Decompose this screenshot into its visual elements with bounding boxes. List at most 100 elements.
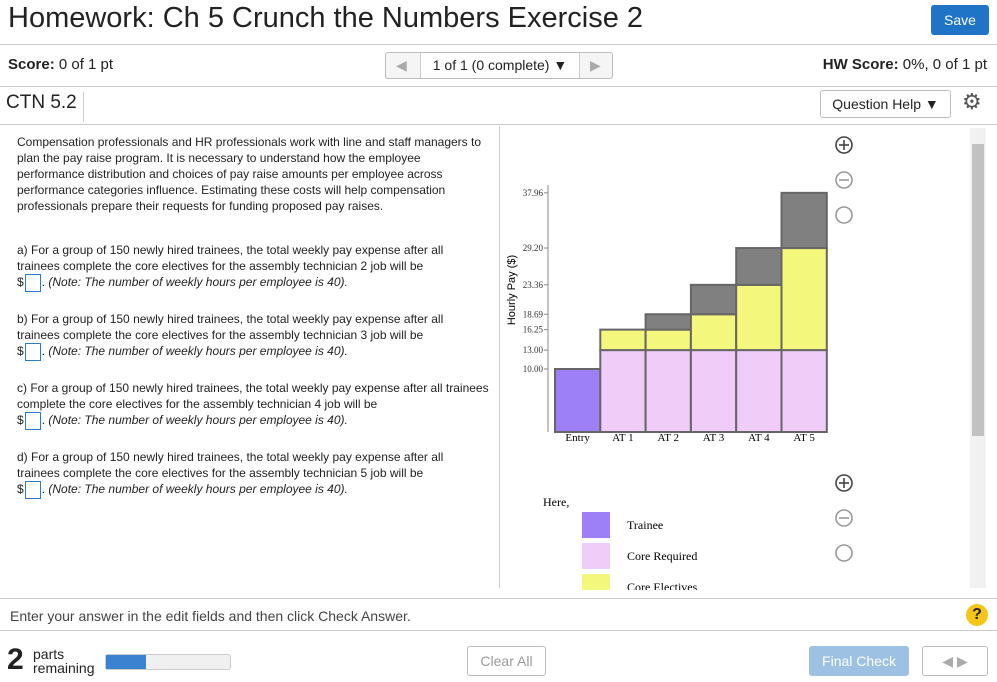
scrollbar[interactable]: [970, 128, 986, 588]
chart: 10.00 13.00 16.25 18.69 23.36 29.20 37.96 Hourl…: [506, 136, 853, 590]
answer-row: $. (Note: The number of weekly hours per…: [17, 481, 489, 499]
bar-segment: [735, 349, 783, 434]
y-tick-label: 10.00: [523, 364, 544, 374]
nav-arrows[interactable]: ◀ ▶: [922, 646, 988, 676]
x-tick-label: Entry: [565, 432, 590, 444]
answer-box[interactable]: [24, 343, 41, 361]
score: Score: 0 of 1 pt: [8, 56, 113, 73]
currency: $: [17, 275, 24, 290]
question-help[interactable]: Question Help ▼: [820, 90, 951, 118]
help-text: Question Help: [832, 96, 921, 112]
y-tick-label: 16.25: [523, 325, 544, 335]
bar-segment: [644, 313, 692, 331]
question-text: b) For a group of 150 newly hired traine…: [17, 312, 444, 342]
bar-segment: [644, 349, 692, 434]
bar-segment: [689, 349, 738, 434]
bar-segment: [735, 247, 783, 286]
legend-swatch: [582, 543, 610, 569]
note: (Note: The number of weekly hours per em…: [48, 344, 348, 359]
bar-segment: [644, 328, 692, 352]
y-tick-label: 23.36: [523, 280, 544, 290]
pager-select[interactable]: 1 of 1 (0 complete) ▼: [420, 53, 580, 78]
question: c) For a group of 150 newly hired traine…: [17, 380, 489, 430]
x-tick-label: AT 5: [793, 432, 815, 444]
answer-box[interactable]: [24, 481, 41, 499]
answer-box[interactable]: [24, 274, 41, 292]
question-id: CTN 5.2: [6, 92, 84, 122]
answer-box[interactable]: [24, 412, 41, 430]
answer-row: $. (Note: The number of weekly hours per…: [17, 343, 489, 361]
bar-segment: [554, 368, 602, 433]
pager-text: 1 of 1 (0 complete): [432, 57, 550, 73]
y-axis-label: Hourly Pay ($): [506, 255, 518, 325]
question-text: d) For a group of 150 newly hired traine…: [17, 450, 444, 480]
hw-value: 0%, 0 of 1 pt: [902, 56, 987, 73]
legend-swatch: [582, 574, 610, 590]
legend-label: Core Electives: [627, 580, 698, 590]
hw-score: HW Score: 0%, 0 of 1 pt: [823, 56, 987, 73]
score-value: 0 of 1 pt: [58, 56, 114, 73]
x-tick-label: AT 1: [612, 432, 634, 444]
note: (Note: The number of weekly hours per em…: [48, 413, 348, 428]
x-tick-label: AT 4: [748, 432, 770, 444]
y-tick-label: 37.96: [523, 188, 544, 198]
note: (Note: The number of weekly hours per em…: [48, 275, 348, 290]
answer-row: $. (Note: The number of weekly hours per…: [17, 274, 489, 292]
question-text: a) For a group of 150 newly hired traine…: [17, 243, 444, 273]
final-check[interactable]: Final Check: [809, 646, 909, 676]
divider: [0, 44, 997, 45]
intro: Compensation professionals and HR profes…: [17, 135, 482, 213]
legend-label: Core Required: [627, 549, 697, 563]
question-text: c) For a group of 150 newly hired traine…: [17, 381, 489, 411]
x-tick-label: AT 2: [658, 432, 680, 444]
divider: [0, 630, 997, 631]
after-box: .: [41, 344, 46, 359]
question: b) For a group of 150 newly hired traine…: [17, 311, 489, 361]
divider: [0, 598, 997, 599]
after-box: .: [41, 275, 46, 290]
y-tick-label: 29.20: [523, 243, 544, 253]
bar-segment: [780, 191, 828, 250]
x-tick-label: AT 3: [703, 432, 725, 444]
bar-segment: [599, 349, 647, 434]
title: Homework: Ch 5 Crunch the Numbers Exerci…: [8, 2, 644, 34]
clear-all[interactable]: Clear All: [467, 646, 546, 676]
save-button[interactable]: Save: [931, 5, 989, 35]
divider: [0, 124, 997, 125]
currency: $: [17, 344, 24, 359]
divider: [0, 86, 997, 87]
questions: a) For a group of 150 newly hired traine…: [17, 242, 489, 518]
legend-title: Here,: [543, 495, 569, 509]
legend-swatch: [582, 512, 610, 538]
next[interactable]: ▶: [590, 57, 601, 73]
help-icon[interactable]: ?: [966, 604, 988, 626]
currency: $: [17, 482, 24, 497]
bar-segment: [689, 283, 738, 316]
currency: $: [17, 413, 24, 428]
zoom-icons: [835, 136, 853, 562]
note: (Note: The number of weekly hours per em…: [48, 482, 348, 497]
parts-count: 2: [7, 643, 24, 676]
after-box: .: [41, 413, 46, 428]
legend-label: Trainee: [627, 518, 663, 532]
answer-row: $. (Note: The number of weekly hours per…: [17, 412, 489, 430]
progress: [105, 654, 231, 670]
divider: [499, 126, 500, 588]
pager: ◀ 1 of 1 (0 complete) ▼ ▶: [385, 52, 613, 79]
progress-fill: [106, 655, 146, 669]
scroll-thumb[interactable]: [972, 144, 984, 436]
settings-icon[interactable]: ⚙: [962, 89, 982, 114]
hw-label: HW Score:: [822, 56, 899, 73]
bar-segment: [780, 247, 828, 352]
instructions: Enter your answer in the edit fields and…: [10, 608, 411, 624]
after-box: .: [41, 482, 46, 497]
question: d) For a group of 150 newly hired traine…: [17, 449, 489, 499]
bar-segment: [599, 328, 647, 352]
question: a) For a group of 150 newly hired traine…: [17, 242, 489, 292]
parts-label: parts remaining: [33, 646, 95, 676]
score-label: Score:: [8, 56, 55, 73]
bar-segment: [689, 313, 738, 352]
bar-segment: [735, 283, 783, 352]
prev[interactable]: ◀: [396, 57, 407, 73]
